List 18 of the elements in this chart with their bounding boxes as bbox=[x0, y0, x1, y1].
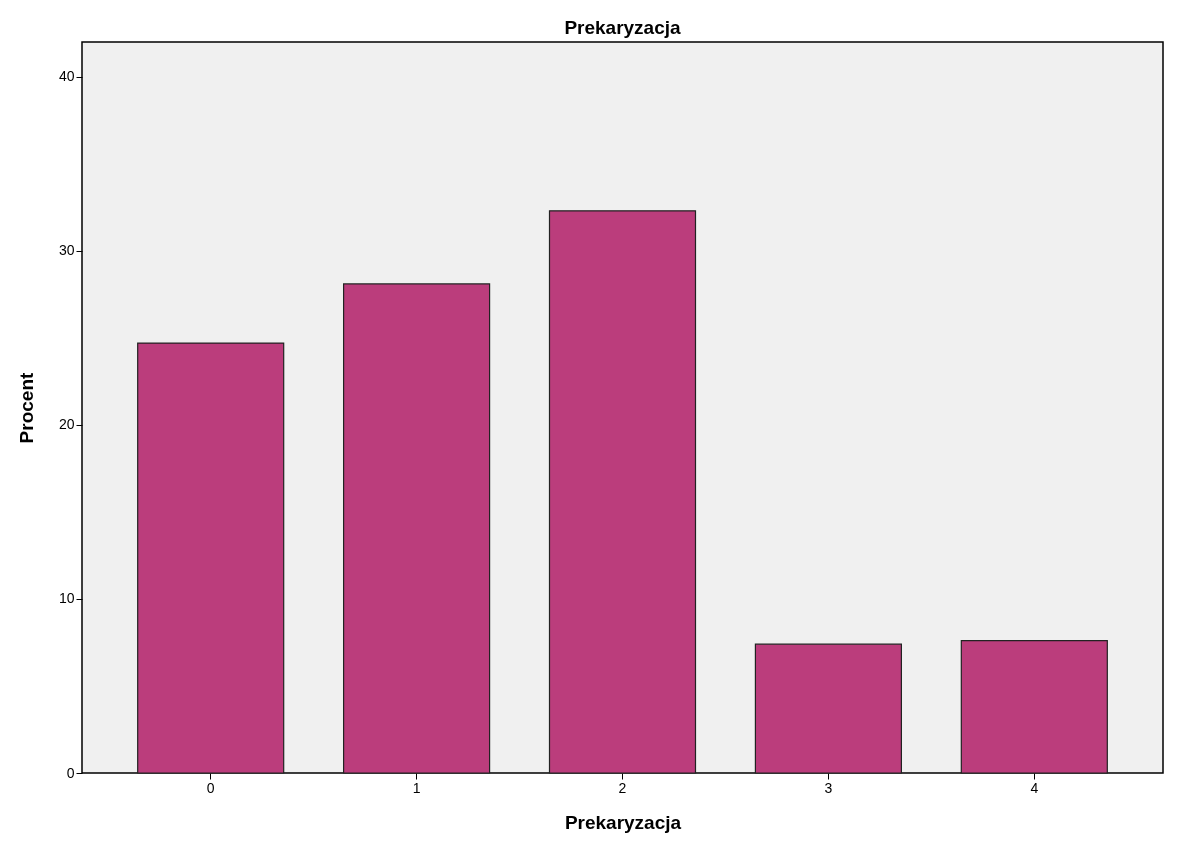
x-tick-label: 0 bbox=[206, 779, 215, 796]
bar bbox=[548, 210, 697, 774]
y-tick-label: 40 bbox=[58, 68, 75, 85]
bar bbox=[343, 283, 491, 774]
chart-title: Prekaryzacja bbox=[564, 17, 682, 38]
bar bbox=[137, 342, 285, 774]
bar bbox=[754, 643, 902, 774]
y-tick-label: 0 bbox=[66, 764, 75, 781]
x-tick-label: 4 bbox=[1030, 779, 1039, 796]
bar bbox=[960, 640, 1108, 774]
y-tick-label: 10 bbox=[58, 590, 75, 607]
y-axis-title: Procent bbox=[15, 371, 37, 444]
y-tick-label: 20 bbox=[58, 416, 75, 433]
x-axis-title: Prekaryzacja bbox=[564, 811, 682, 833]
y-tick-label: 30 bbox=[58, 242, 75, 259]
x-tick-label: 2 bbox=[618, 779, 627, 796]
x-tick-label: 3 bbox=[824, 779, 833, 796]
x-tick-label: 1 bbox=[412, 779, 421, 796]
